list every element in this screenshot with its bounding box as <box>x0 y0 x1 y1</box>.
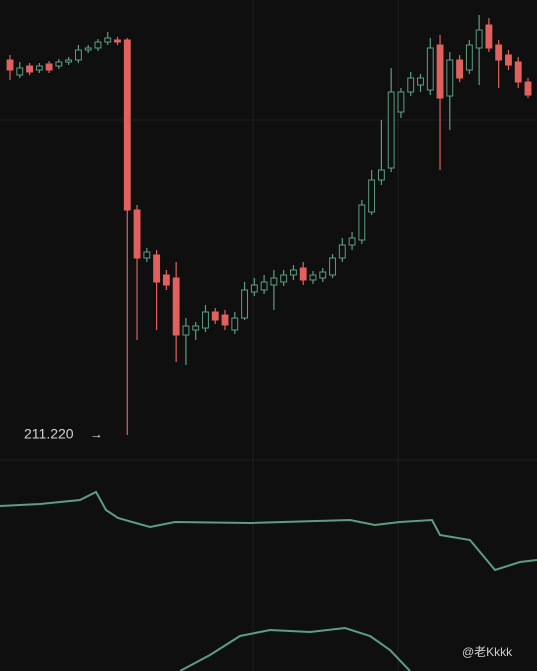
indicator-line <box>179 626 411 671</box>
candle-body <box>319 271 327 279</box>
candle-body <box>270 277 278 286</box>
candle-body <box>143 251 151 259</box>
low-label: 211.220 <box>24 426 74 442</box>
candle-body <box>192 325 200 331</box>
candle-body <box>133 209 141 259</box>
candle-body <box>456 59 464 79</box>
candle-body <box>417 77 424 86</box>
candle-body <box>202 311 209 329</box>
candle-body <box>465 44 473 71</box>
candle-body <box>299 267 307 281</box>
candle-body <box>182 325 190 336</box>
candle-body <box>35 65 43 71</box>
candle-body <box>329 257 336 276</box>
candle-body <box>221 314 229 326</box>
candle-body <box>153 254 161 283</box>
candle-body <box>231 317 239 331</box>
candle-body <box>94 41 102 49</box>
candle-body <box>485 24 493 49</box>
candle-body <box>358 204 366 241</box>
low-arrow: → <box>90 426 103 441</box>
candle-body <box>162 274 170 286</box>
candle-body <box>84 47 92 51</box>
candle-body <box>6 59 14 71</box>
candle-body <box>338 244 346 259</box>
candle-body <box>123 39 131 211</box>
candle-body <box>211 311 219 321</box>
candle-body <box>172 277 180 336</box>
candle-body <box>65 59 73 63</box>
candle-body <box>260 281 268 291</box>
candle-body <box>104 37 112 43</box>
candle-body <box>55 61 63 67</box>
candle-body <box>241 289 248 319</box>
candle-body <box>397 91 405 113</box>
candle-body <box>475 29 483 49</box>
candle-body <box>446 59 454 97</box>
candle-body <box>26 65 33 73</box>
candle-body <box>524 81 532 96</box>
candle-body <box>436 44 444 99</box>
candle-body <box>387 91 395 169</box>
candle-body <box>45 63 53 71</box>
candle-body <box>426 47 434 91</box>
candle-body <box>495 44 503 61</box>
candle-body <box>377 169 385 181</box>
candle-body <box>280 274 288 283</box>
candle-body <box>348 237 356 246</box>
indicator-line <box>0 490 537 572</box>
candle-body <box>309 274 317 281</box>
candle-body <box>514 61 522 83</box>
candle-body <box>114 39 121 43</box>
candle-body <box>250 284 258 293</box>
candle-body <box>407 77 415 93</box>
candle-body <box>16 67 24 76</box>
candle-body <box>74 49 82 61</box>
candle-body <box>368 179 376 213</box>
candle-body <box>505 54 512 66</box>
candle-body <box>290 269 297 276</box>
watermark: @老Kkkk <box>462 645 513 659</box>
